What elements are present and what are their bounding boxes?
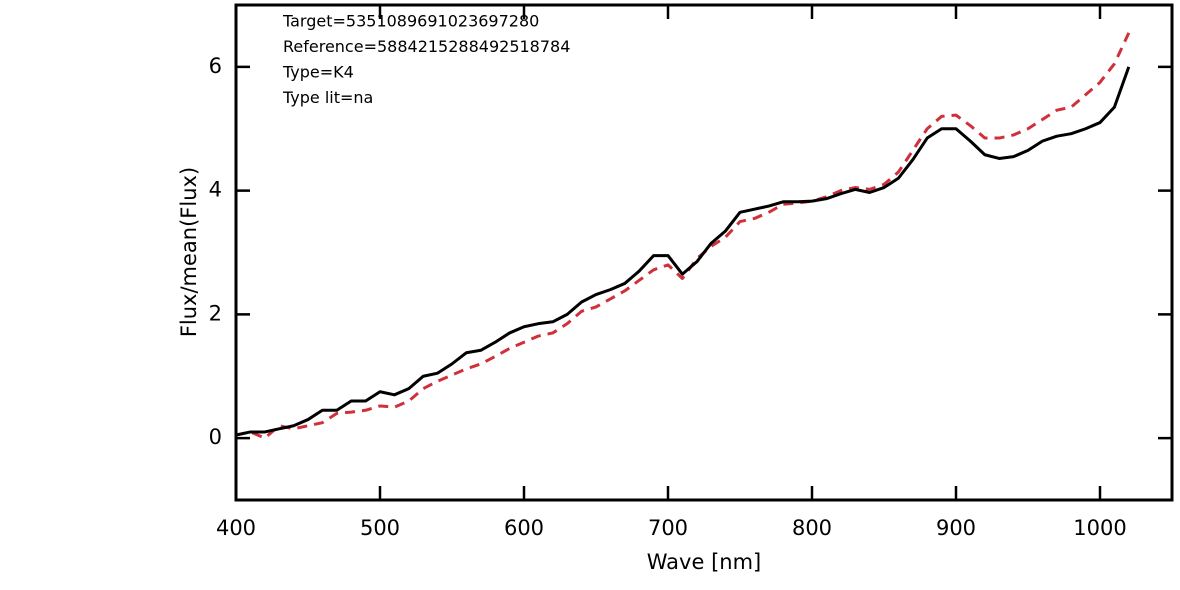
x-tick-label: 400 (216, 516, 256, 540)
series-line (236, 66, 1131, 437)
annotation: Type lit=na (282, 88, 373, 107)
x-tick-label: 600 (504, 516, 544, 540)
series-line (236, 32, 1131, 440)
x-tick-label: 700 (648, 516, 688, 540)
annotation: Reference=5884215288492518784 (283, 37, 570, 56)
x-axis-label: Wave [nm] (647, 550, 761, 574)
y-tick-label: 0 (209, 425, 222, 449)
x-tick-label: 1000 (1073, 516, 1126, 540)
y-tick-label: 2 (209, 301, 222, 325)
annotation: Type=K4 (282, 63, 354, 82)
y-tick-label: 4 (209, 178, 222, 202)
x-tick-label: 900 (936, 516, 976, 540)
plot-frame (234, 3, 1174, 502)
x-tick-label: 800 (792, 516, 832, 540)
y-tick-label: 6 (209, 54, 222, 78)
x-tick-label: 500 (360, 516, 400, 540)
y-axis-label: Flux/mean(Flux) (177, 167, 201, 337)
annotation: Target=5351089691023697280 (282, 12, 539, 31)
